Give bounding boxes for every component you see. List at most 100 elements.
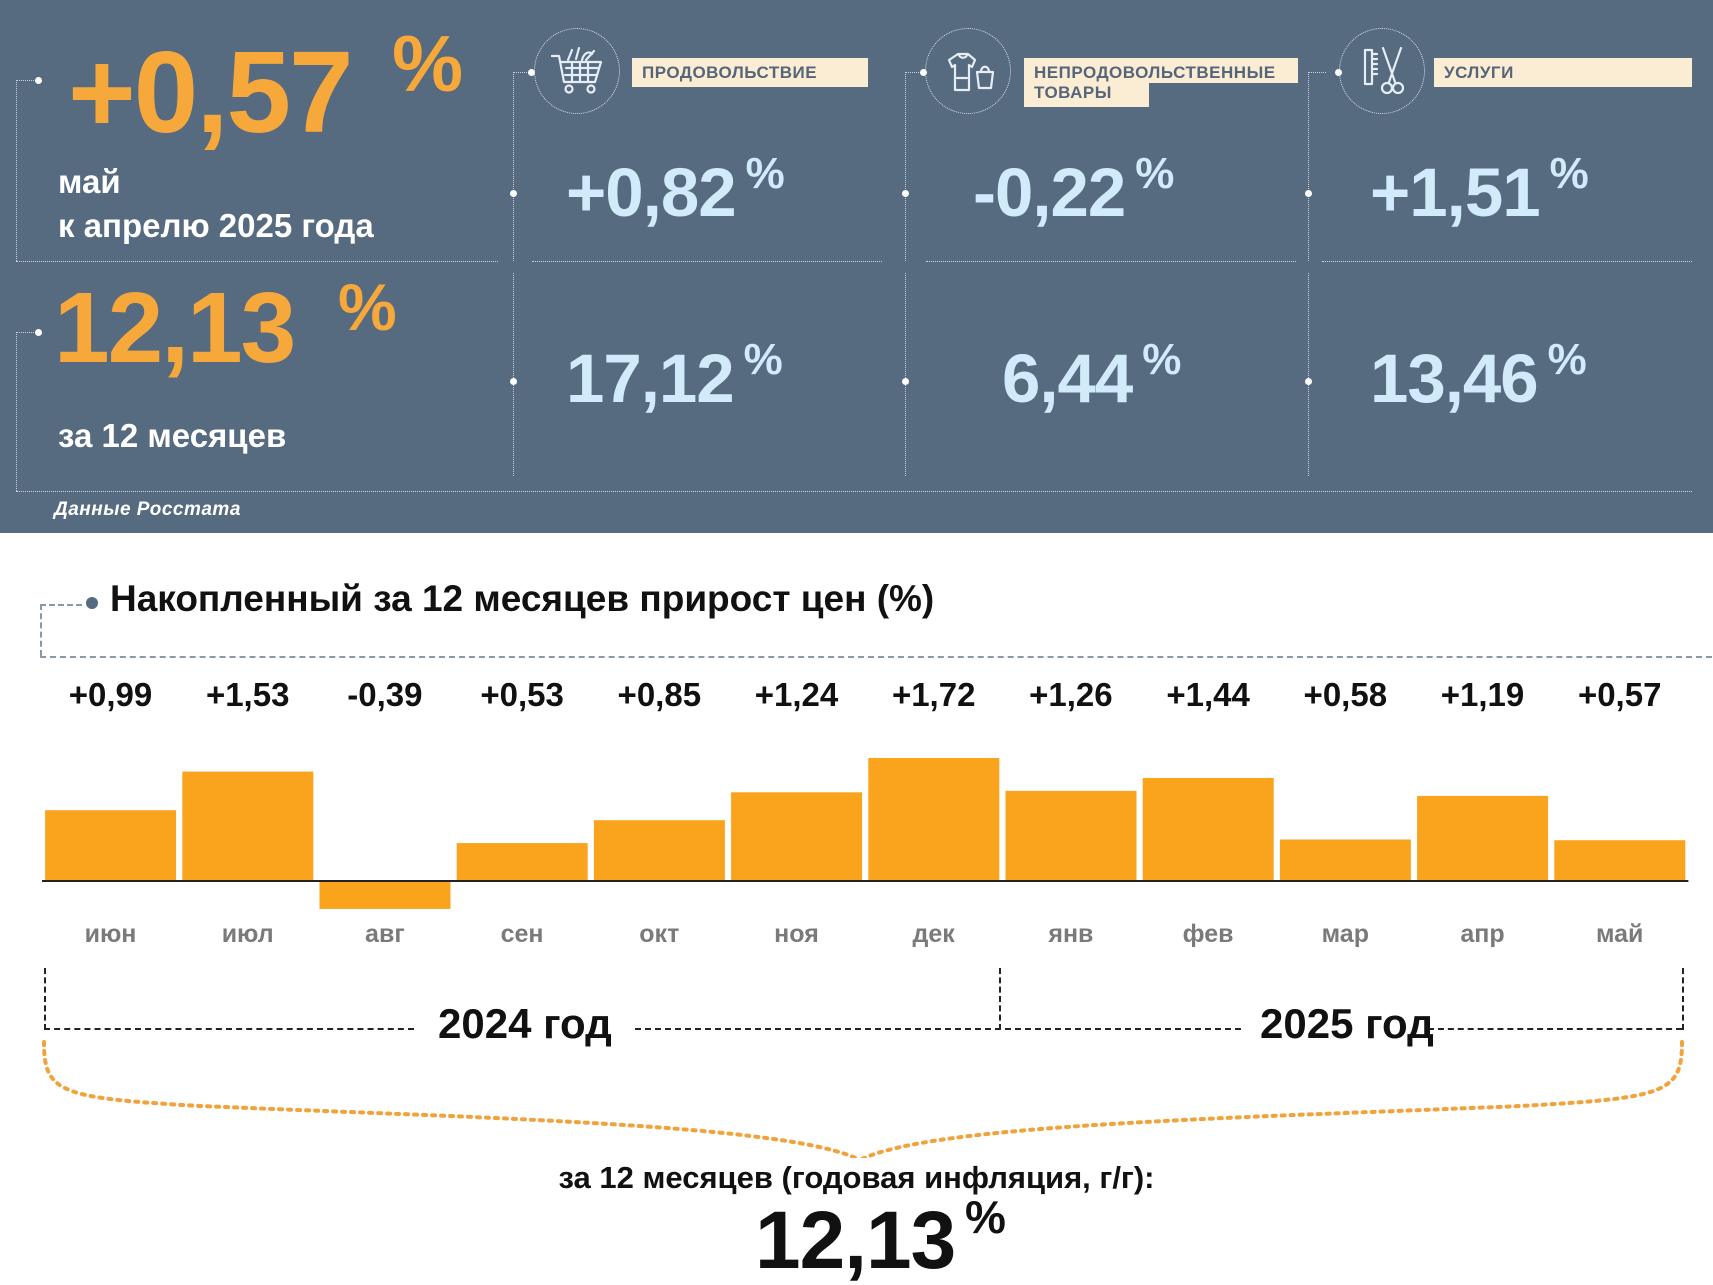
- yearly-unit: %: [338, 270, 397, 344]
- month-label: июл: [221, 920, 274, 948]
- marker-dot: [510, 190, 517, 197]
- food-monthly-unit: %: [745, 149, 785, 198]
- marker-dot: [920, 69, 927, 76]
- category-label-nonfood: НЕПРОДОВОЛЬСТВЕННЫЕ: [1024, 58, 1298, 83]
- value-label: +1,19: [1440, 676, 1525, 713]
- divider: [1308, 273, 1309, 476]
- year-label-2024: 2024 год: [438, 1000, 612, 1047]
- food-monthly-value: +0,82: [566, 154, 737, 231]
- category-label-nonfood-line2: ТОВАРЫ: [1024, 83, 1149, 107]
- month-label: янв: [1048, 920, 1094, 948]
- month-label: сен: [500, 920, 544, 948]
- comb-scissors-icon: [1339, 28, 1425, 114]
- services-monthly: +1,51%: [1370, 152, 1589, 228]
- divider: [905, 72, 923, 73]
- value-label: +0,53: [480, 676, 564, 713]
- bar-май: [1554, 840, 1686, 881]
- bar-фев: [1142, 778, 1274, 881]
- services-yearly: 13,46%: [1370, 338, 1587, 414]
- year-bracket-line: [44, 1028, 414, 1030]
- divider: [1308, 72, 1309, 261]
- marker-dot: [1305, 190, 1312, 197]
- divider: [16, 80, 38, 81]
- bar-ноя: [731, 792, 863, 881]
- divider: [16, 261, 498, 262]
- nonfood-monthly: -0,22%: [973, 152, 1174, 228]
- marker-dot: [35, 77, 42, 84]
- bar-дек: [868, 758, 1000, 881]
- year-bracket-right: [1682, 968, 1684, 1030]
- month-label: окт: [639, 920, 680, 948]
- yearly-caption: за 12 месяцев: [58, 417, 287, 454]
- nonfood-yearly-value: 6,44: [1002, 340, 1133, 417]
- services-monthly-value: +1,51: [1370, 154, 1541, 231]
- value-label: +1,26: [1029, 676, 1113, 713]
- value-label: +1,53: [205, 676, 290, 713]
- year-bracket-left: [44, 968, 46, 1030]
- divider: [532, 261, 882, 262]
- marker-dot: [1335, 69, 1342, 76]
- curly-brace: [42, 1040, 1684, 1158]
- month-label: мар: [1321, 920, 1369, 948]
- marker-dot: [902, 378, 909, 385]
- divider: [905, 273, 906, 476]
- month-label: май: [1595, 920, 1644, 948]
- divider: [905, 72, 906, 261]
- food-yearly-value: 17,12: [566, 340, 735, 417]
- annual-inflation: 12,13 %: [755, 1194, 1006, 1282]
- shopping-cart-icon: [534, 28, 620, 114]
- bar-сен: [456, 843, 588, 881]
- value-label: +0,85: [617, 676, 702, 713]
- divider: [16, 332, 17, 491]
- clothes-bag-icon: [925, 28, 1011, 114]
- value-label: +1,24: [754, 676, 839, 713]
- summary-panel: +0,57 % май к апрелю 2025 года 12,13 % з…: [0, 0, 1713, 533]
- month-label: фев: [1182, 920, 1234, 948]
- year-bracket-divider: [999, 968, 1001, 1030]
- value-label: +0,57: [1577, 676, 1662, 713]
- monthly-value: +0,57: [68, 27, 354, 157]
- nonfood-yearly-unit: %: [1142, 335, 1182, 384]
- marker-dot: [510, 378, 517, 385]
- yearly-headline: 12,13 %: [54, 274, 397, 378]
- chart-title: Накопленный за 12 месяцев прирост цен (%…: [110, 578, 935, 619]
- marker-dot: [528, 69, 535, 76]
- divider: [16, 332, 38, 333]
- value-label: +1,72: [891, 676, 976, 713]
- nonfood-monthly-unit: %: [1135, 149, 1175, 198]
- services-yearly-value: 13,46: [1370, 340, 1539, 417]
- bar-апр: [1417, 795, 1549, 881]
- bar-мар: [1279, 839, 1411, 881]
- services-monthly-unit: %: [1549, 149, 1589, 198]
- bar-янв: [1005, 790, 1137, 881]
- category-label-food: ПРОДОВОЛЬСТВИЕ: [632, 58, 868, 87]
- month-label: авг: [365, 920, 405, 948]
- food-yearly-unit: %: [743, 335, 783, 384]
- food-yearly: 17,12%: [566, 338, 783, 414]
- value-label: -0,39: [347, 676, 423, 713]
- services-yearly-unit: %: [1547, 335, 1587, 384]
- divider: [16, 491, 1692, 492]
- divider: [1308, 72, 1326, 73]
- bar-окт: [593, 820, 725, 881]
- divider: [513, 72, 531, 73]
- divider: [513, 72, 514, 261]
- title-dot: [86, 597, 98, 609]
- divider: [926, 261, 1296, 262]
- month-label: июн: [84, 920, 137, 948]
- annual-inflation-unit: %: [965, 1191, 1006, 1243]
- title-bracket: [40, 604, 42, 656]
- source-note: Данные Росстата: [54, 499, 241, 520]
- year-bracket-line: [1428, 1028, 1682, 1030]
- monthly-unit: %: [392, 19, 463, 108]
- value-label: +0,58: [1303, 676, 1388, 713]
- bar-июн: [45, 810, 177, 881]
- nonfood-monthly-value: -0,22: [973, 154, 1126, 231]
- divider: [1322, 261, 1692, 262]
- month-label: ноя: [774, 920, 819, 948]
- nonfood-yearly: 6,44%: [1002, 338, 1181, 414]
- category-label-nonfood-line1: НЕПРОДОВОЛЬСТВЕННЫЕ: [1034, 63, 1276, 82]
- marker-dot: [1305, 378, 1312, 385]
- marker-dot: [902, 190, 909, 197]
- food-monthly: +0,82%: [566, 152, 785, 228]
